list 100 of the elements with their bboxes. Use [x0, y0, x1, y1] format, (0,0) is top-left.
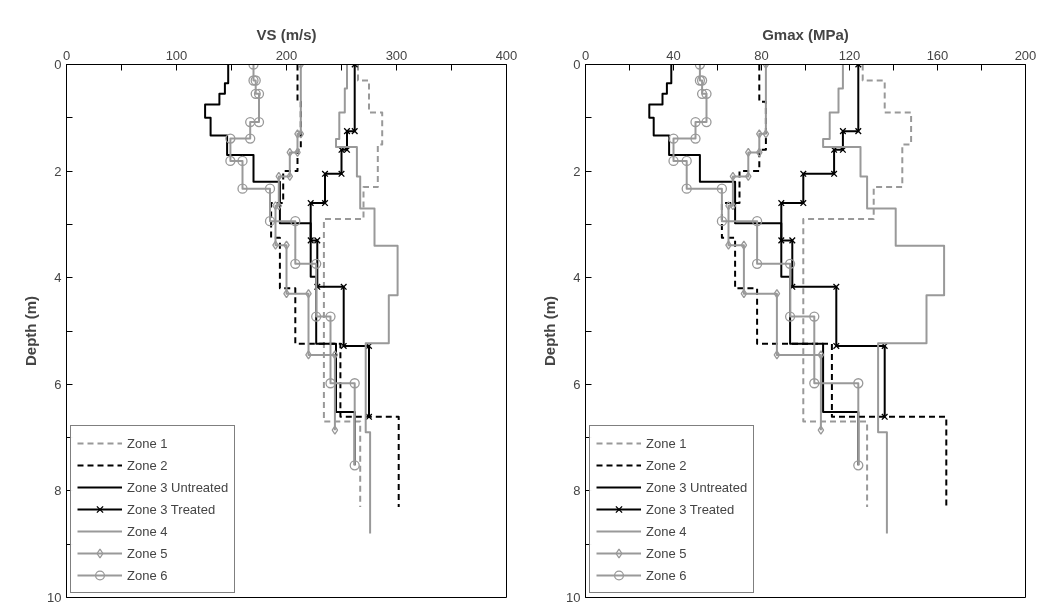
legend-label: Zone 3 Untreated — [127, 478, 229, 497]
point — [311, 258, 322, 269]
point — [784, 311, 796, 322]
point — [681, 155, 692, 167]
point — [809, 378, 820, 389]
point — [225, 155, 236, 167]
point — [307, 199, 315, 207]
point — [681, 183, 692, 194]
point — [729, 201, 737, 211]
point — [290, 258, 301, 269]
point — [701, 116, 712, 128]
point — [321, 170, 329, 178]
point — [725, 201, 732, 211]
legend-label: Zone 4 — [646, 522, 687, 541]
y-axis-title: Depth (m) — [22, 296, 40, 366]
legend-label: Zone 5 — [127, 544, 168, 563]
legend-label: Zone 3 Treated — [646, 500, 735, 519]
x-axis-title: Gmax (MPa) — [762, 25, 849, 43]
point — [305, 350, 312, 360]
point — [716, 183, 728, 194]
x-tick-label: 40 — [666, 47, 681, 63]
point — [784, 258, 796, 269]
point — [264, 183, 276, 194]
y-tick-label: 8 — [573, 483, 581, 499]
x-tick-label: 400 — [495, 47, 518, 63]
point — [325, 311, 336, 322]
point — [881, 413, 889, 421]
y-tick-label: 10 — [47, 590, 62, 605]
legend-label: Zone 6 — [646, 566, 687, 585]
y-tick-label: 4 — [54, 270, 62, 286]
x-tick-label: 300 — [385, 47, 408, 63]
point — [788, 236, 796, 244]
legend-label: Zone 6 — [127, 566, 168, 585]
point — [740, 240, 748, 250]
legend-label: Zone 2 — [127, 456, 168, 475]
point — [668, 133, 679, 144]
point — [272, 240, 279, 250]
point — [237, 183, 248, 194]
point — [305, 289, 312, 299]
point — [338, 170, 345, 178]
point — [237, 155, 248, 167]
x-tick-label: 200 — [1014, 47, 1037, 63]
point — [690, 133, 701, 144]
legend-label: Zone 1 — [127, 434, 168, 453]
point — [817, 425, 825, 435]
legend-label: Zone 1 — [646, 434, 687, 453]
point — [311, 311, 322, 322]
point — [297, 129, 305, 139]
legend-label: Zone 3 Untreated — [646, 478, 748, 497]
point — [799, 199, 807, 207]
point — [751, 258, 763, 269]
point — [853, 460, 864, 471]
x-tick-label: 160 — [926, 47, 949, 63]
point — [264, 216, 276, 227]
point — [696, 88, 708, 99]
y-tick-label: 2 — [54, 163, 62, 179]
point — [225, 133, 236, 144]
y-tick-label: 6 — [573, 376, 581, 392]
point — [290, 216, 301, 227]
x-tick-label: 100 — [165, 47, 188, 63]
point — [283, 240, 290, 250]
x-tick-label: 120 — [838, 47, 861, 63]
point — [701, 88, 712, 99]
point — [762, 129, 770, 139]
legend-label: Zone 4 — [127, 522, 168, 541]
y-tick-label: 10 — [566, 590, 581, 605]
point — [744, 171, 752, 182]
point — [773, 350, 781, 360]
point — [286, 147, 294, 158]
point — [668, 155, 679, 167]
point — [740, 289, 748, 299]
point — [755, 129, 763, 139]
point — [283, 289, 290, 299]
point — [817, 350, 825, 360]
y-tick-label: 4 — [573, 270, 581, 286]
point — [716, 216, 728, 227]
point — [275, 201, 283, 211]
point — [755, 147, 763, 158]
point — [809, 311, 820, 322]
y-tick-label: 6 — [54, 376, 62, 392]
point — [773, 289, 781, 299]
point — [751, 216, 763, 227]
point — [253, 116, 265, 128]
point — [854, 127, 862, 135]
point — [250, 88, 261, 99]
legend-label: Zone 3 Treated — [127, 500, 216, 519]
point — [853, 378, 864, 389]
y-tick-label: 2 — [573, 163, 581, 179]
point — [340, 342, 348, 350]
point — [725, 240, 732, 250]
point — [744, 147, 752, 158]
legend-label: Zone 5 — [646, 544, 687, 563]
point — [777, 236, 785, 244]
point — [272, 201, 279, 211]
y-tick-label: 8 — [54, 483, 62, 499]
point — [245, 133, 256, 144]
point — [331, 425, 339, 435]
x-tick-label: 200 — [275, 47, 298, 63]
point — [349, 378, 360, 389]
point — [832, 342, 840, 350]
